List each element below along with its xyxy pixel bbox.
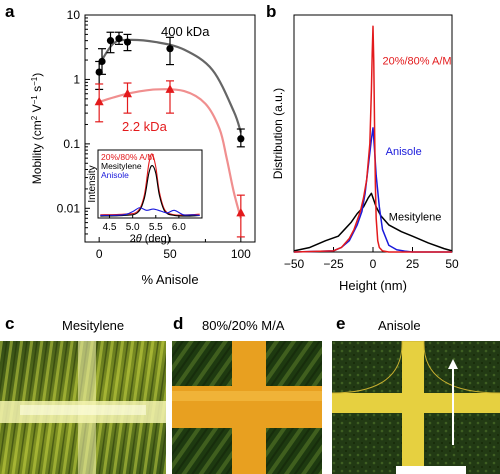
- inset-x-tick-label: 5.5: [149, 222, 163, 233]
- x-tick-label: 0: [370, 257, 377, 271]
- x-tick-label: 100: [231, 247, 251, 261]
- data-point-2-2kda: [123, 88, 132, 98]
- inset-frame: [97, 149, 203, 219]
- data-point-400kda: [98, 57, 106, 66]
- y-tick-label: 10: [67, 8, 81, 22]
- data-point-400kda: [106, 37, 115, 45]
- data-point-2-2kda: [94, 96, 104, 106]
- photo-e-title: Anisole: [378, 318, 421, 333]
- fit-curve-2-2kda: [98, 88, 242, 219]
- x-tick-label: 0: [96, 247, 103, 261]
- photo-c-title: Mesitylene: [62, 318, 125, 333]
- y-axis-label: Mobility (cm2 V−1 s−1): [30, 73, 45, 184]
- panel-label-d: d: [173, 314, 184, 333]
- inset-x-tick-label: 5.0: [126, 222, 140, 233]
- x-tick-label: −50: [284, 257, 305, 271]
- inset-curve: [100, 164, 200, 217]
- data-point-400kda: [237, 135, 245, 143]
- photo-80-20-film: [172, 341, 322, 474]
- panel-label-e: e: [336, 314, 346, 333]
- photo-d-title: 80%/20% M/A: [202, 318, 285, 333]
- y-tick-label: 1: [73, 72, 80, 86]
- data-point-400kda: [123, 38, 132, 46]
- inset-legend-entry: Mesitylene: [101, 161, 142, 171]
- series-label-400kda: 400 kDa: [161, 24, 210, 39]
- x-axis-label: Height (nm): [339, 278, 407, 293]
- x-axis-label: % Anisole: [141, 272, 198, 287]
- photo-mesitylene-film: [0, 341, 166, 474]
- inset-legend-entry: 20%/80% A/M: [101, 152, 154, 162]
- panel-label-b: b: [266, 2, 277, 21]
- y-tick-label: 0.1: [63, 137, 80, 151]
- distribution-curve-20-80-a-m: [293, 25, 452, 253]
- panel-label-c: c: [5, 314, 15, 333]
- panel-label-a: a: [5, 2, 15, 21]
- data-point-400kda: [115, 35, 123, 43]
- inset-x-tick-label: 6.0: [172, 222, 186, 233]
- inset-curve: [100, 207, 200, 216]
- data-point-2-2kda: [165, 84, 175, 93]
- height-distribution-chart: −50 −25 0 25 50 Height (nm) Distribution (a.u.…: [271, 14, 459, 293]
- series-annotation: Mesitylene: [389, 211, 442, 223]
- series-label-2-2kda: 2.2 kDa: [122, 119, 168, 134]
- data-point-400kda: [166, 45, 174, 53]
- distribution-curve-mesitylene: [293, 192, 453, 252]
- y-tick-label: 0.01: [57, 201, 81, 215]
- inset-legend-entry: Anisole: [101, 170, 129, 180]
- data-point-2-2kda: [236, 207, 246, 217]
- x-tick-label: 25: [406, 257, 420, 271]
- inset-x-axis-label: 2θ (deg): [130, 233, 171, 245]
- inset-y-axis-label: Intensity: [87, 165, 98, 202]
- distribution-curve-anisole: [293, 127, 452, 253]
- x-tick-label: 50: [445, 257, 459, 271]
- series-annotation: 20%/80% A/M: [382, 56, 451, 68]
- x-tick-label: −25: [323, 257, 344, 271]
- inset-curve: [100, 153, 200, 216]
- x-tick-label: 50: [163, 247, 177, 261]
- y-axis-label: Distribution (a.u.): [271, 88, 285, 179]
- inset-x-tick-label: 4.5: [103, 222, 117, 233]
- series-annotation: Anisole: [386, 146, 422, 158]
- photo-anisole-film: [332, 341, 500, 474]
